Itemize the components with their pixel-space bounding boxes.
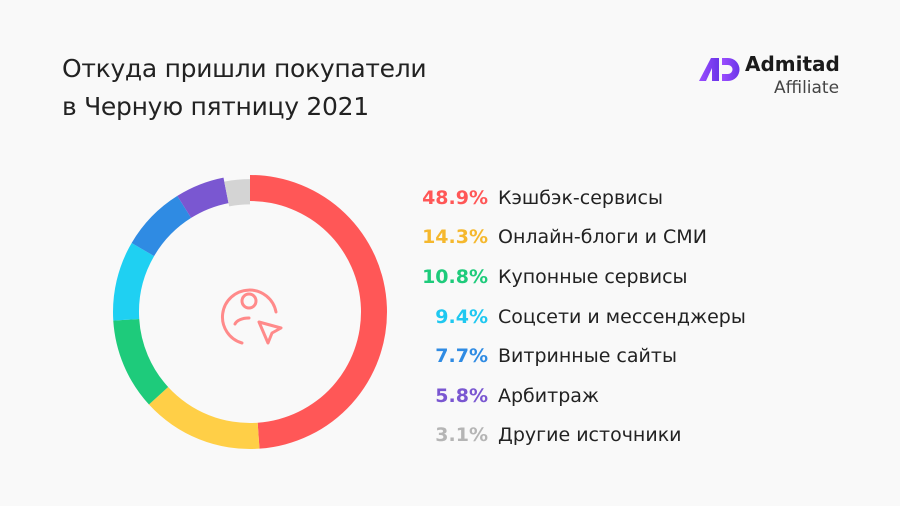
legend-label: Другие источники xyxy=(498,424,682,447)
donut-slice-3 xyxy=(113,318,169,405)
data-label: 10.8% xyxy=(422,265,488,288)
legend-item: 48.9% Кэшбэк-сервисы xyxy=(392,178,746,218)
data-label: 7.7% xyxy=(435,345,488,368)
logo-name: Admitad xyxy=(745,52,840,76)
legend-item: 10.8% Купонные сервисы xyxy=(392,257,746,297)
data-label: 3.1% xyxy=(435,424,488,447)
title-line-2: в Черную пятницу 2021 xyxy=(62,92,369,121)
legend-label: Соцсети и мессенджеры xyxy=(498,305,746,328)
donut-slice-1 xyxy=(250,175,388,449)
legend-item: 14.3% Онлайн-блоги и СМИ xyxy=(392,218,746,258)
legend-label: Онлайн-блоги и СМИ xyxy=(498,226,707,249)
chart-title: Откуда пришли покупатели в Черную пятниц… xyxy=(62,50,427,126)
user-cursor-icon xyxy=(220,288,283,345)
data-label: 48.9% xyxy=(422,186,488,209)
donut-slice-5 xyxy=(131,195,192,257)
logo-subtitle: Affiliate xyxy=(774,78,840,98)
admitad-logo-icon xyxy=(699,58,740,81)
legend-item: 3.1% Другие источники xyxy=(392,416,746,456)
title-line-1: Откуда пришли покупатели xyxy=(62,54,427,83)
legend-label: Арбитраж xyxy=(498,384,600,407)
data-label: 9.4% xyxy=(435,305,488,328)
donut-slice-7 xyxy=(224,179,250,207)
data-label: 14.3% xyxy=(422,226,488,249)
chart-legend: 48.9% Кэшбэк-сервисы 14.3% Онлайн-блоги и С… xyxy=(392,178,746,455)
legend-item: 7.7% Витринные сайты xyxy=(392,336,746,376)
donut-slice-4 xyxy=(113,243,155,321)
legend-item: 9.4% Соцсети и мессенджеры xyxy=(392,297,746,337)
admitad-logo: Admitad Affiliate xyxy=(697,50,847,100)
donut-slice-6 xyxy=(177,177,229,218)
legend-label: Кэшбэк-сервисы xyxy=(498,186,663,209)
donut-slice-2 xyxy=(148,386,260,449)
legend-label: Витринные сайты xyxy=(498,345,677,368)
legend-item: 5.8% Арбитраж xyxy=(392,376,746,416)
data-label: 5.8% xyxy=(435,384,488,407)
legend-label: Купонные сервисы xyxy=(498,265,688,288)
